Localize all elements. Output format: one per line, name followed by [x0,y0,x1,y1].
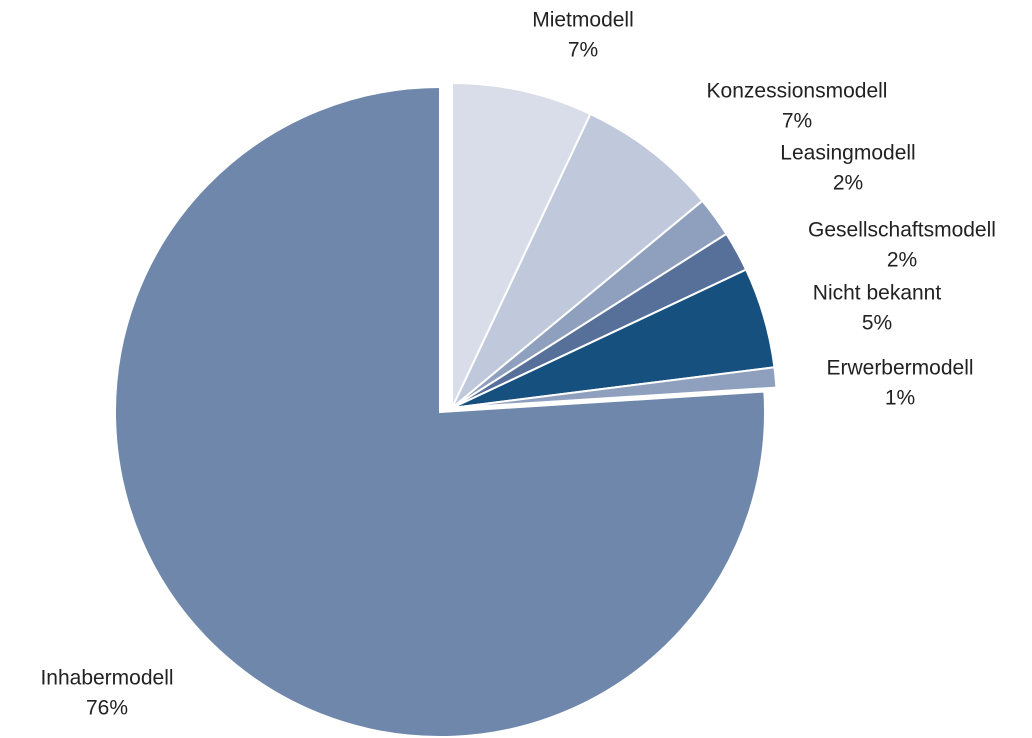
slice-value-label: 7% [568,38,598,61]
slice-value-label: 2% [833,171,863,194]
slice-label: Inhabermodell [40,666,173,689]
pie-slice [451,81,592,409]
slice-value-label: 76% [86,696,128,719]
slice-value-label: 2% [887,248,917,271]
slice-label: Mietmodell [532,8,634,31]
pie-slice [114,85,766,738]
slice-label: Gesellschaftsmodell [808,218,996,241]
pie-slice [451,366,778,409]
slice-label: Konzessionsmodell [707,79,888,102]
slice-label: Nicht bekannt [813,281,942,304]
slice-label: Leasingmodell [780,141,915,164]
slice-label: Erwerbermodell [826,356,973,379]
pie-slice [451,112,704,409]
slice-value-label: 7% [782,109,812,132]
slice-value-label: 1% [885,386,915,409]
slice-value-label: 5% [862,311,892,334]
